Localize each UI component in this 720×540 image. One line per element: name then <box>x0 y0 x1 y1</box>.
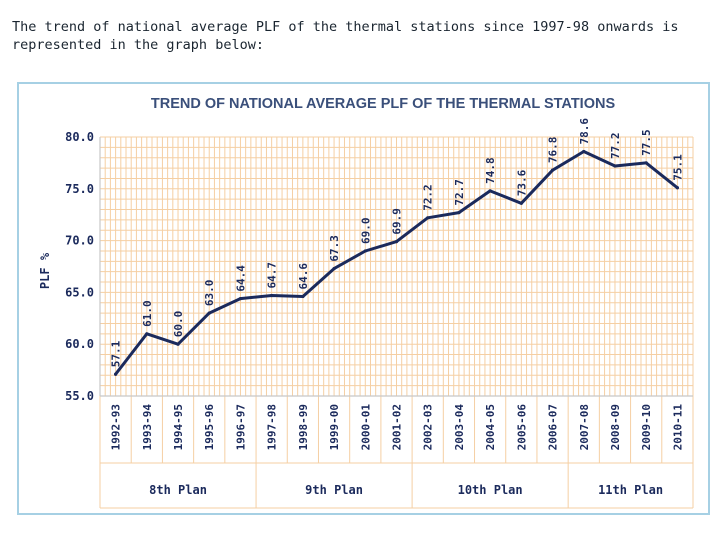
x-tick-label: 1992-93 <box>110 404 123 450</box>
data-point <box>488 189 492 193</box>
intro-text: The trend of national average PLF of the… <box>12 18 712 54</box>
data-point <box>207 311 211 315</box>
data-label: 72.7 <box>453 179 466 206</box>
data-point <box>519 201 523 205</box>
data-label: 75.1 <box>671 154 684 181</box>
chart-title: TREND OF NATIONAL AVERAGE PLF OF THE THE… <box>151 96 616 112</box>
y-tick-label: 65.0 <box>65 285 94 299</box>
x-tick-label: 2009-10 <box>640 404 653 450</box>
data-label: 73.6 <box>515 169 528 196</box>
data-point <box>644 161 648 165</box>
x-tick-label: 2010-11 <box>671 404 684 451</box>
data-label: 78.6 <box>578 118 591 145</box>
y-tick-label: 60.0 <box>65 337 94 351</box>
data-label: 77.5 <box>640 129 653 156</box>
x-tick-label: 1994-95 <box>172 404 185 450</box>
x-tick-label: 1995-96 <box>203 404 216 451</box>
data-label: 64.4 <box>234 265 247 292</box>
y-axis-label: PLF % <box>38 252 52 289</box>
data-point <box>363 249 367 253</box>
data-label: 77.2 <box>609 133 622 160</box>
x-tick-label: 1993-94 <box>141 404 154 451</box>
intro-line-2: represented in the graph below: <box>12 37 264 53</box>
plan-label: 11th Plan <box>598 483 663 497</box>
x-tick-label: 2005-06 <box>515 404 528 451</box>
plan-label: 10th Plan <box>458 483 523 497</box>
data-point <box>613 164 617 168</box>
data-point <box>550 168 555 172</box>
data-point <box>426 216 430 220</box>
data-point <box>394 240 399 244</box>
data-label: 67.3 <box>328 235 341 262</box>
data-point <box>457 211 461 215</box>
data-point <box>238 297 243 301</box>
data-label: 76.8 <box>547 137 560 164</box>
x-tick-label: 2003-04 <box>453 404 466 451</box>
x-tick-label: 1999-00 <box>328 404 341 450</box>
data-point <box>114 372 118 376</box>
x-tick-label: 2004-05 <box>484 404 497 450</box>
data-label: 72.2 <box>422 184 435 211</box>
data-label: 69.9 <box>391 208 404 235</box>
x-tick-label: 2001-02 <box>391 404 404 450</box>
x-tick-label: 1997-98 <box>266 404 279 450</box>
data-label: 64.7 <box>266 262 279 289</box>
y-tick-label: 55.0 <box>65 389 94 403</box>
x-tick-label: 2008-09 <box>609 404 622 450</box>
data-point <box>675 186 679 190</box>
data-label: 61.0 <box>141 300 154 327</box>
data-label: 64.6 <box>297 263 310 290</box>
data-label: 74.8 <box>484 157 497 184</box>
data-label: 57.1 <box>110 340 123 367</box>
data-point <box>270 293 274 298</box>
data-point <box>301 294 305 299</box>
chart-frame <box>17 82 710 515</box>
data-point <box>145 332 149 336</box>
x-tick-label: 1998-99 <box>297 404 310 450</box>
plan-label: 8th Plan <box>149 483 207 497</box>
y-tick-label: 75.0 <box>65 182 94 196</box>
x-tick-label: 2006-07 <box>547 404 560 450</box>
x-tick-label: 1996-97 <box>234 404 247 450</box>
plan-label: 9th Plan <box>305 483 363 497</box>
data-label: 69.0 <box>359 217 372 244</box>
y-tick-label: 70.0 <box>65 234 94 248</box>
x-tick-label: 2000-01 <box>359 404 372 451</box>
intro-line-1: The trend of national average PLF of the… <box>12 19 679 35</box>
x-tick-label: 2002-03 <box>422 404 435 450</box>
x-tick-label: 2007-08 <box>578 404 591 450</box>
data-label: 63.0 <box>203 280 216 307</box>
data-label: 60.0 <box>172 311 185 338</box>
y-tick-label: 80.0 <box>65 130 94 144</box>
data-point <box>332 266 336 271</box>
data-point <box>582 149 586 154</box>
data-point <box>176 342 180 346</box>
